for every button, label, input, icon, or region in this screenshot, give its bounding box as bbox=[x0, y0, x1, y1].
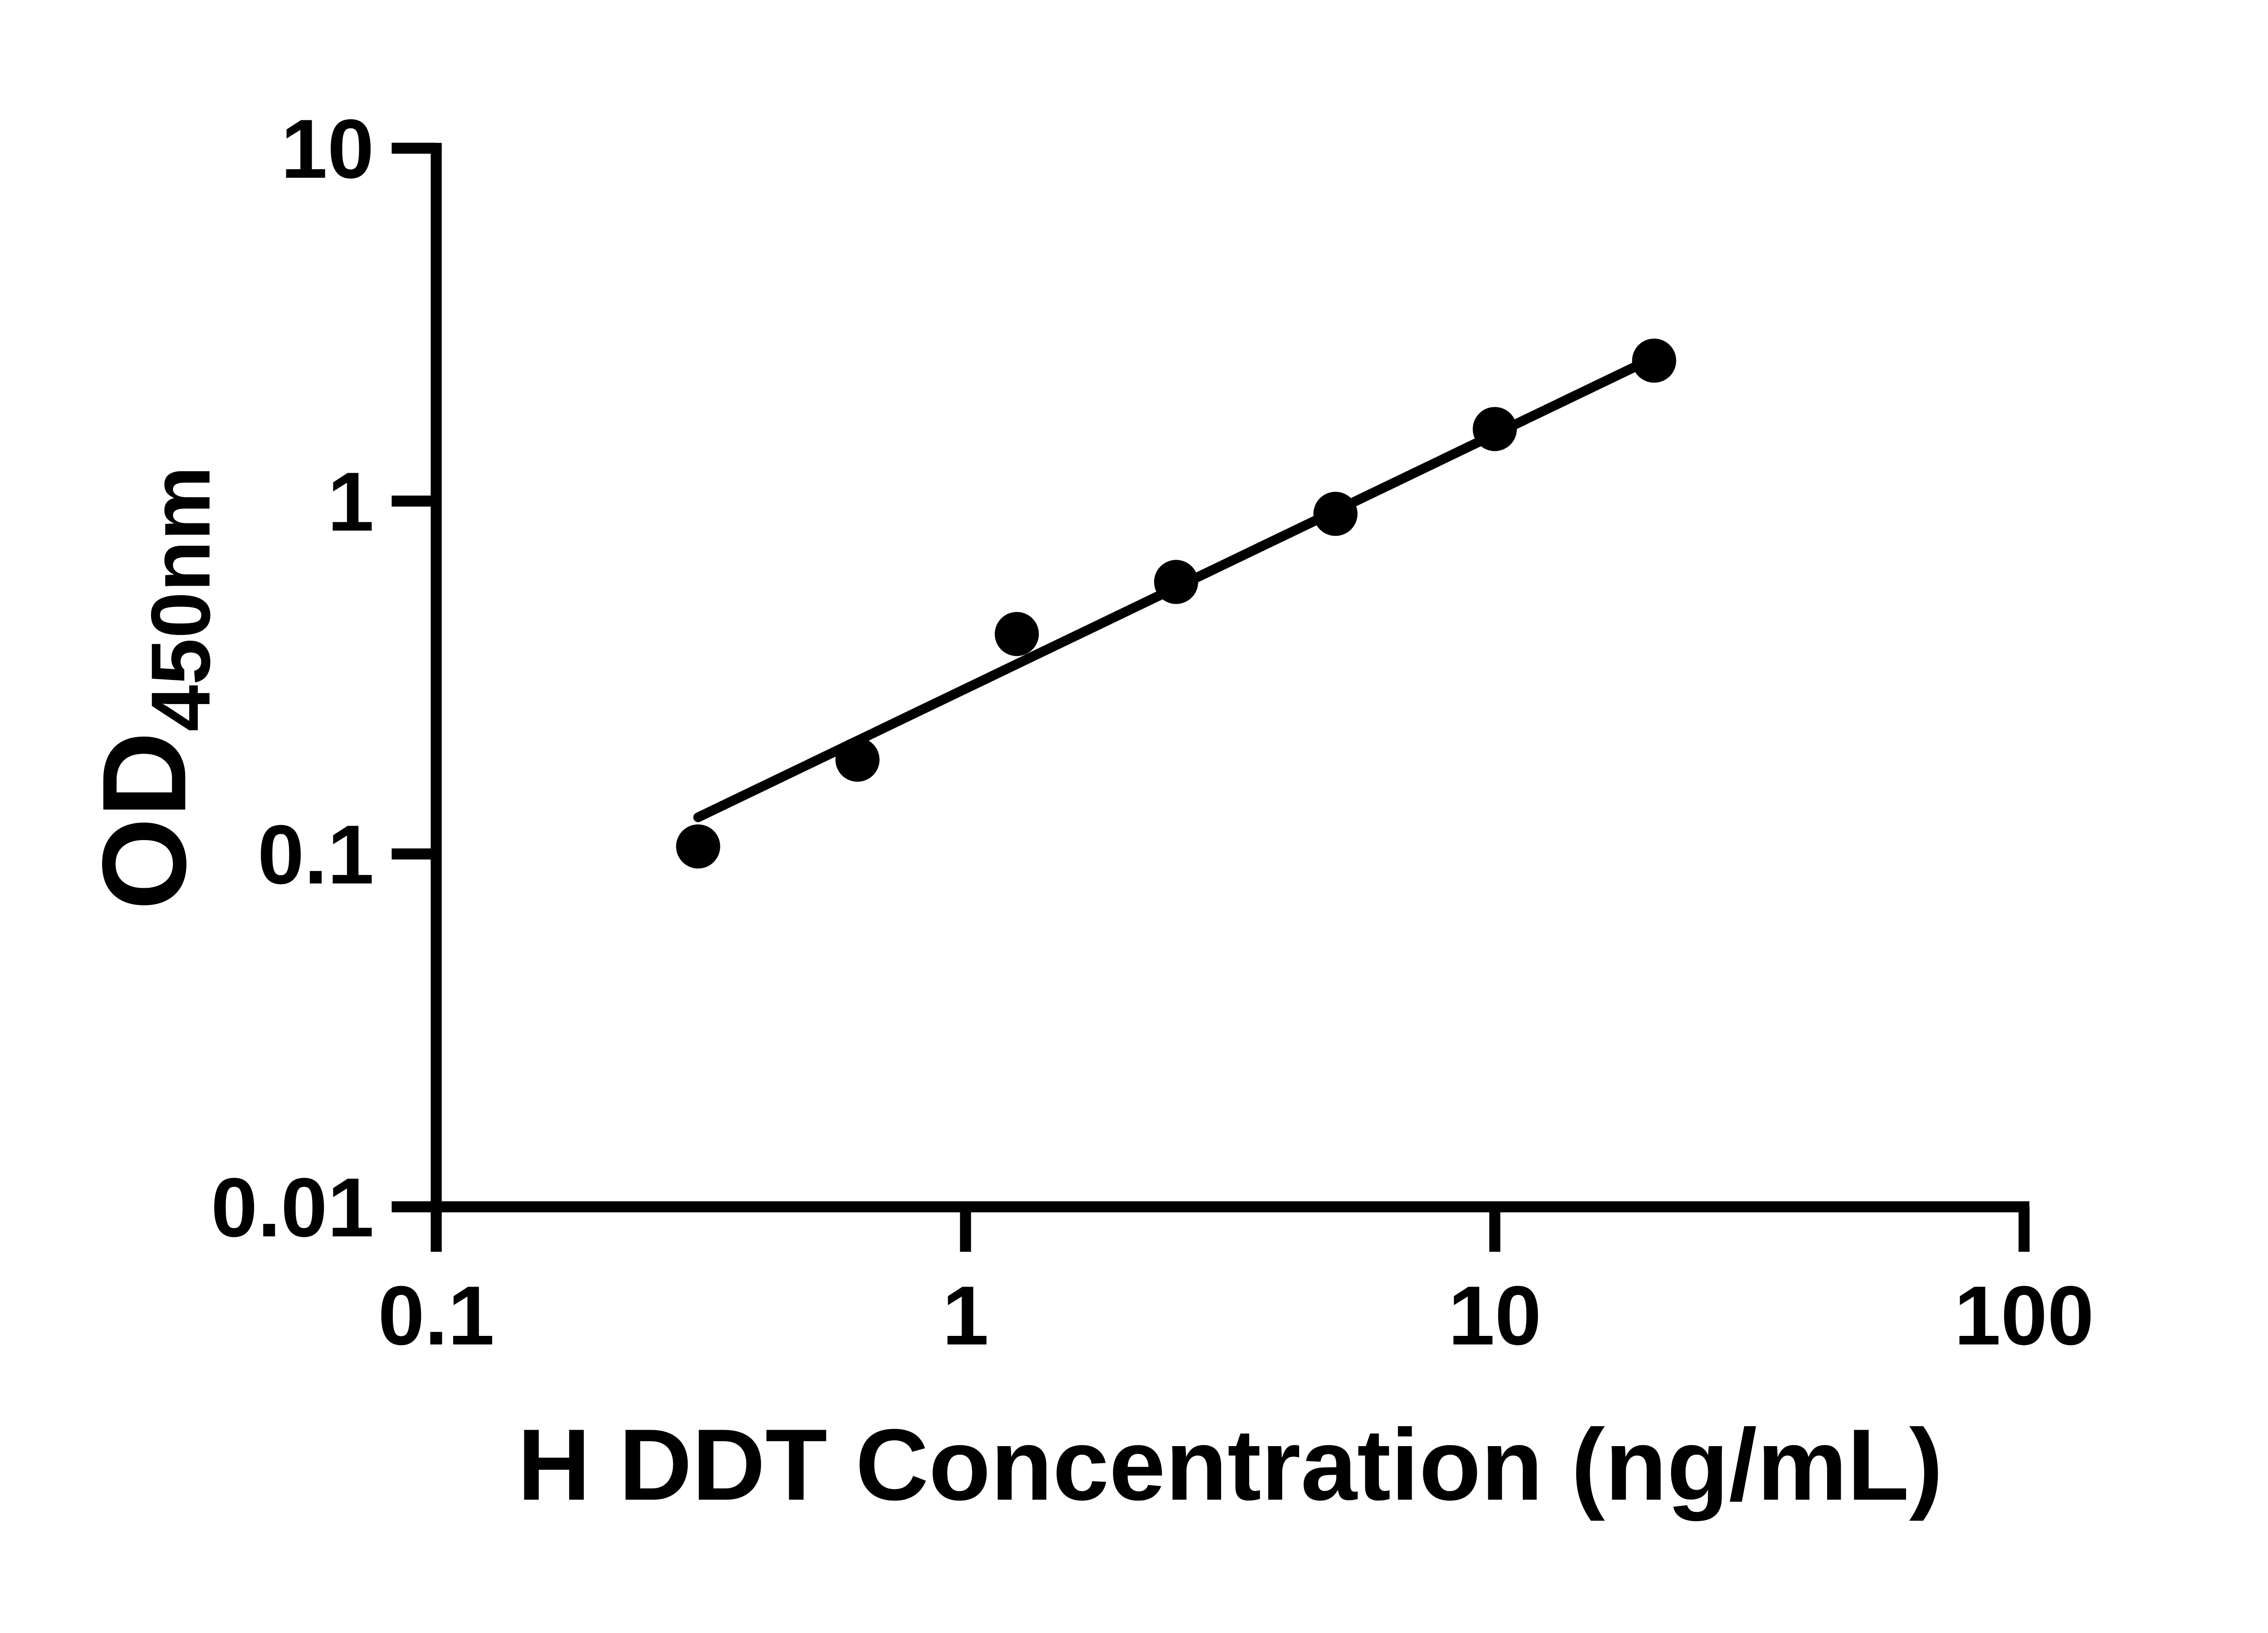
axis-lines bbox=[430, 143, 2029, 1213]
data-series bbox=[676, 338, 1677, 869]
data-point bbox=[1154, 560, 1198, 604]
x-axis-ticks bbox=[430, 1207, 2030, 1252]
data-point bbox=[995, 612, 1039, 656]
y-tick-label: 0.1 bbox=[258, 808, 374, 902]
data-point bbox=[1472, 407, 1517, 451]
x-axis-title: H DDT Concentration (ng/mL) bbox=[518, 1408, 1943, 1521]
data-point bbox=[676, 824, 720, 869]
axes bbox=[430, 143, 2029, 1213]
y-axis-ticks bbox=[391, 142, 436, 1213]
x-axis-tick-labels: 0.1 1 10 100 bbox=[378, 1269, 2094, 1363]
data-point bbox=[1632, 338, 1677, 383]
y-axis-title-subscript: 450nm bbox=[134, 466, 228, 731]
data-point bbox=[835, 738, 880, 782]
data-point bbox=[1313, 492, 1358, 536]
x-tick-label: 10 bbox=[1448, 1269, 1542, 1363]
x-tick-label: 1 bbox=[942, 1269, 989, 1363]
x-tick-label: 100 bbox=[1954, 1269, 2094, 1363]
y-axis-title-base: OD bbox=[77, 732, 210, 910]
y-axis-tick-labels: 10 1 0.1 0.01 bbox=[211, 103, 374, 1255]
y-tick-label: 0.01 bbox=[211, 1161, 374, 1255]
x-tick-label: 0.1 bbox=[378, 1269, 494, 1363]
y-axis-title: OD450nm bbox=[77, 466, 227, 910]
y-tick-label: 1 bbox=[327, 455, 374, 549]
elisa-standard-curve-figure: 0.1 1 10 100 10 1 0.1 0.01 H DDT Concentration… bbox=[77, 102, 2094, 1522]
y-tick-label: 10 bbox=[281, 103, 374, 196]
